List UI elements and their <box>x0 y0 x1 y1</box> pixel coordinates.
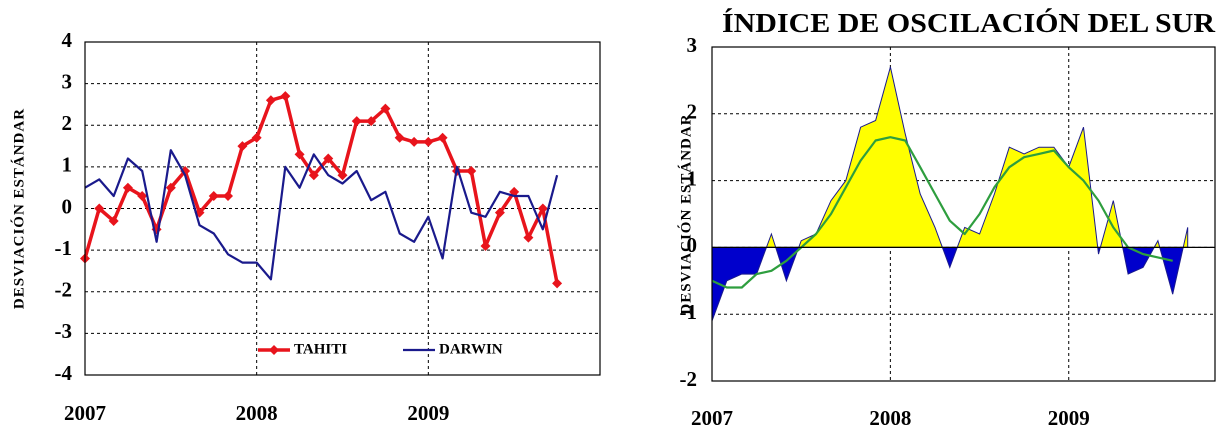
data-point <box>251 132 262 143</box>
data-point <box>308 170 319 181</box>
data-point <box>280 91 291 102</box>
data-point <box>208 191 219 202</box>
data-point <box>494 207 505 218</box>
y-axis-label: DESVIACIÓN ESTÁNDAR <box>10 108 27 309</box>
y-tick-label: 0 <box>62 194 73 218</box>
x-tick-label: 2008 <box>869 406 911 430</box>
data-point <box>94 203 105 214</box>
data-point <box>523 232 534 243</box>
data-point <box>366 116 377 127</box>
x-tick-label: 2009 <box>407 401 449 425</box>
y-tick-label: -4 <box>55 361 73 385</box>
data-point <box>222 191 233 202</box>
data-point <box>394 132 405 143</box>
x-tick-label: 2009 <box>1048 406 1090 430</box>
data-point <box>380 103 391 114</box>
data-point <box>337 170 348 181</box>
x-tick-label: 2008 <box>236 401 278 425</box>
data-point <box>323 153 334 164</box>
plot-frame <box>84 41 601 376</box>
y-tick-label: -2 <box>55 278 73 302</box>
data-point <box>294 149 305 160</box>
data-point <box>537 203 548 214</box>
data-point <box>265 95 276 106</box>
data-point <box>122 182 133 193</box>
data-point <box>552 278 563 289</box>
chart-title: ÍNDICE DE OSCILACIÓN DEL SUR <box>722 8 1216 38</box>
data-point <box>108 215 119 226</box>
area <box>711 66 1189 322</box>
legend-marker <box>269 345 279 355</box>
data-point <box>180 166 191 177</box>
data-point <box>237 141 248 152</box>
plot-0: -4 -3 -2 -1 0 1 2 3 4 2007 2008 2009 DESVIACIÓN ESTÁ… <box>10 28 601 425</box>
y-tick-label: 2 <box>62 111 73 135</box>
y-tick-label: -1 <box>680 300 698 324</box>
data-point <box>466 166 477 177</box>
data-point <box>137 191 148 202</box>
y-tick-label: 1 <box>62 153 73 177</box>
data-point <box>509 186 520 197</box>
data-point <box>409 136 420 147</box>
y-axis-label: DESVIACIÓN ESTÁNDAR <box>677 113 694 314</box>
legend-label: TAHITI <box>294 341 347 357</box>
y-tick-label: 2 <box>687 100 698 124</box>
y-tick-label: 3 <box>62 69 73 93</box>
y-tick-label: 0 <box>687 233 698 257</box>
x-tick-label: 2007 <box>691 406 733 430</box>
data-point <box>480 240 491 251</box>
series-line <box>84 149 559 281</box>
y-tick-label: 1 <box>687 166 698 190</box>
series-line <box>83 94 559 284</box>
series-line <box>711 136 1173 289</box>
data-point <box>423 136 434 147</box>
data-point <box>351 116 362 127</box>
plot-1: -2 -1 0 1 2 3 2007 2008 2009 DESVIACIÓN ESTÁNDAR Í… <box>677 8 1216 430</box>
legend-label: DARWIN <box>439 341 503 357</box>
plot-frame <box>711 46 1216 382</box>
y-tick-label: -1 <box>55 236 73 260</box>
x-tick-label: 2007 <box>64 401 106 425</box>
y-tick-label: 4 <box>62 28 73 52</box>
data-point <box>437 132 448 143</box>
y-tick-label: 3 <box>687 33 698 57</box>
y-tick-label: -2 <box>680 367 698 391</box>
data-point <box>165 182 176 193</box>
y-tick-label: -3 <box>55 319 73 343</box>
